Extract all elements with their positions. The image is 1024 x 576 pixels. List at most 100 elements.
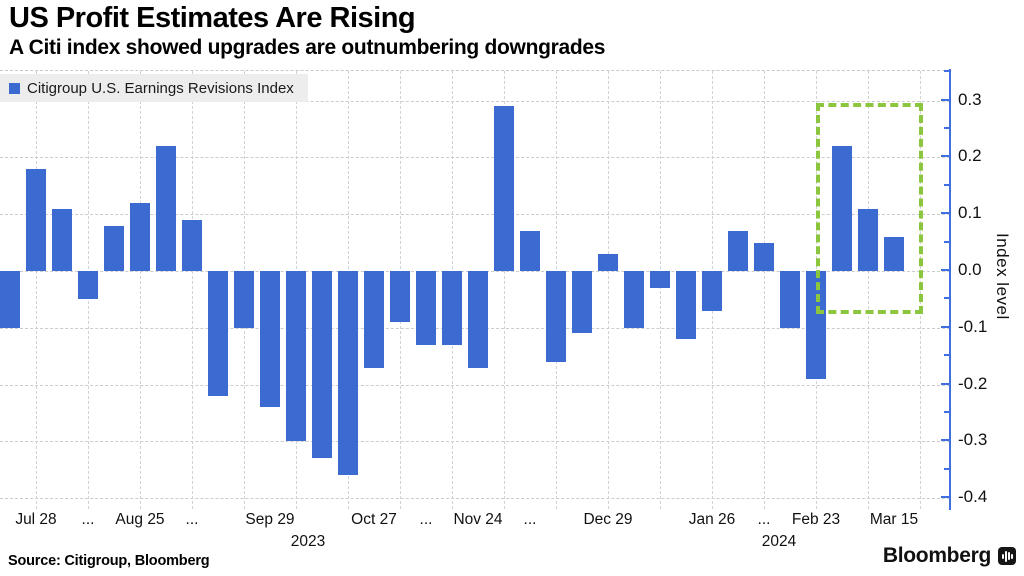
grid-line-v — [608, 71, 609, 509]
grid-line-v — [504, 71, 505, 509]
bar — [286, 271, 306, 442]
y-axis-tick-label: -0.1 — [958, 316, 988, 336]
grid-line-v — [660, 71, 661, 509]
grid-line-h — [0, 100, 950, 102]
y-axis-tick — [941, 325, 949, 328]
bar — [364, 271, 384, 368]
x-tick-label: Mar 15 — [869, 511, 919, 528]
grid-line-v — [764, 71, 765, 509]
y-axis-tick-label: 0.2 — [958, 146, 982, 166]
x-tick-label: ... — [523, 511, 537, 528]
bar — [494, 106, 514, 271]
bloomberg-logo: Bloomberg — [883, 544, 1016, 568]
bar — [650, 271, 670, 289]
bar — [442, 271, 462, 345]
y-axis-line — [949, 69, 951, 510]
y-axis-minor-tick — [944, 240, 949, 243]
y-axis-tick-label: 0.3 — [958, 89, 982, 109]
bar — [78, 271, 98, 300]
highlight-box — [816, 103, 923, 314]
bar — [546, 271, 566, 362]
bar — [858, 208, 878, 271]
bar — [52, 208, 72, 271]
bar — [0, 271, 20, 328]
y-axis-tick-label: 0.0 — [958, 260, 982, 279]
bar — [884, 236, 904, 271]
legend-swatch-icon — [9, 82, 20, 94]
bar — [234, 271, 254, 328]
y-axis-tick-label: -0.3 — [958, 430, 988, 450]
bar — [598, 253, 618, 271]
year-label: 2024 — [761, 533, 797, 550]
y-axis-minor-tick — [944, 354, 949, 357]
legend: Citigroup U.S. Earnings Revisions Index — [0, 74, 308, 102]
bar — [728, 231, 748, 271]
grid-line-h — [0, 441, 950, 443]
grid-line-v — [140, 71, 141, 509]
y-axis-minor-tick — [944, 411, 949, 413]
y-axis-tick — [941, 439, 949, 442]
grid-line-v — [36, 71, 37, 509]
x-tick-label: Feb 23 — [791, 511, 841, 528]
x-tick-label: Aug 25 — [115, 511, 165, 528]
bar — [260, 271, 280, 408]
y-axis-minor-tick — [944, 70, 949, 73]
bar — [338, 271, 358, 476]
y-axis-minor-tick — [944, 127, 949, 129]
y-axis-minor-tick — [944, 467, 949, 470]
bar — [676, 271, 696, 340]
x-tick-label: ... — [185, 511, 199, 528]
bar — [520, 231, 540, 271]
bar — [208, 271, 228, 396]
x-tick-label: ... — [757, 511, 771, 528]
legend-label: Citigroup U.S. Earnings Revisions Index — [27, 79, 294, 97]
y-axis-tick — [941, 269, 949, 271]
y-axis-tick — [941, 382, 949, 385]
bar — [754, 242, 774, 271]
bar — [702, 271, 722, 311]
y-axis-minor-tick — [944, 183, 949, 186]
x-tick-label: Nov 24 — [453, 511, 503, 528]
page-title: US Profit Estimates Are Rising — [9, 2, 416, 34]
bar — [130, 202, 150, 271]
bar — [390, 271, 410, 323]
chart-subtitle: A Citi index showed upgrades are outnumb… — [9, 36, 606, 59]
bar — [182, 219, 202, 271]
audio-bars-icon — [998, 547, 1016, 565]
bar — [26, 168, 46, 271]
y-axis-tick — [941, 212, 949, 215]
y-axis-tick — [941, 496, 949, 499]
y-axis-minor-tick — [944, 297, 949, 300]
grid-line-h — [0, 498, 950, 500]
x-tick-label: Jan 26 — [688, 511, 736, 528]
x-tick-label: ... — [419, 511, 433, 528]
bloomberg-wordmark: Bloomberg — [882, 544, 991, 567]
bar — [312, 271, 332, 459]
grid-line-v — [868, 71, 869, 509]
year-label: 2023 — [290, 533, 326, 550]
bar — [572, 271, 592, 334]
bar — [624, 271, 644, 328]
y-axis-tick — [941, 155, 949, 158]
y-axis-tick-label: -0.4 — [958, 487, 988, 507]
x-tick-label: Dec 29 — [583, 511, 633, 528]
bar — [104, 225, 124, 271]
y-axis-tick-label: 0.1 — [958, 203, 982, 223]
x-tick-label: Sep 29 — [245, 511, 295, 528]
y-axis-tick-label: -0.2 — [958, 373, 988, 393]
grid-line-h — [0, 214, 950, 216]
plot-area: Citigroup U.S. Earnings Revisions Index — [0, 70, 950, 509]
grid-line-h — [0, 157, 950, 159]
bar — [468, 271, 488, 368]
grid-line-h — [0, 384, 950, 386]
bar — [156, 146, 176, 271]
x-tick-label: ... — [81, 511, 95, 528]
x-tick-label: Oct 27 — [351, 511, 397, 528]
bar — [832, 146, 852, 271]
bar — [806, 271, 826, 379]
grid-line-v — [192, 71, 193, 509]
source-text: Source: Citigroup, Bloomberg — [8, 553, 210, 569]
bar — [416, 271, 436, 345]
y-axis-title: Index level — [993, 233, 1012, 320]
